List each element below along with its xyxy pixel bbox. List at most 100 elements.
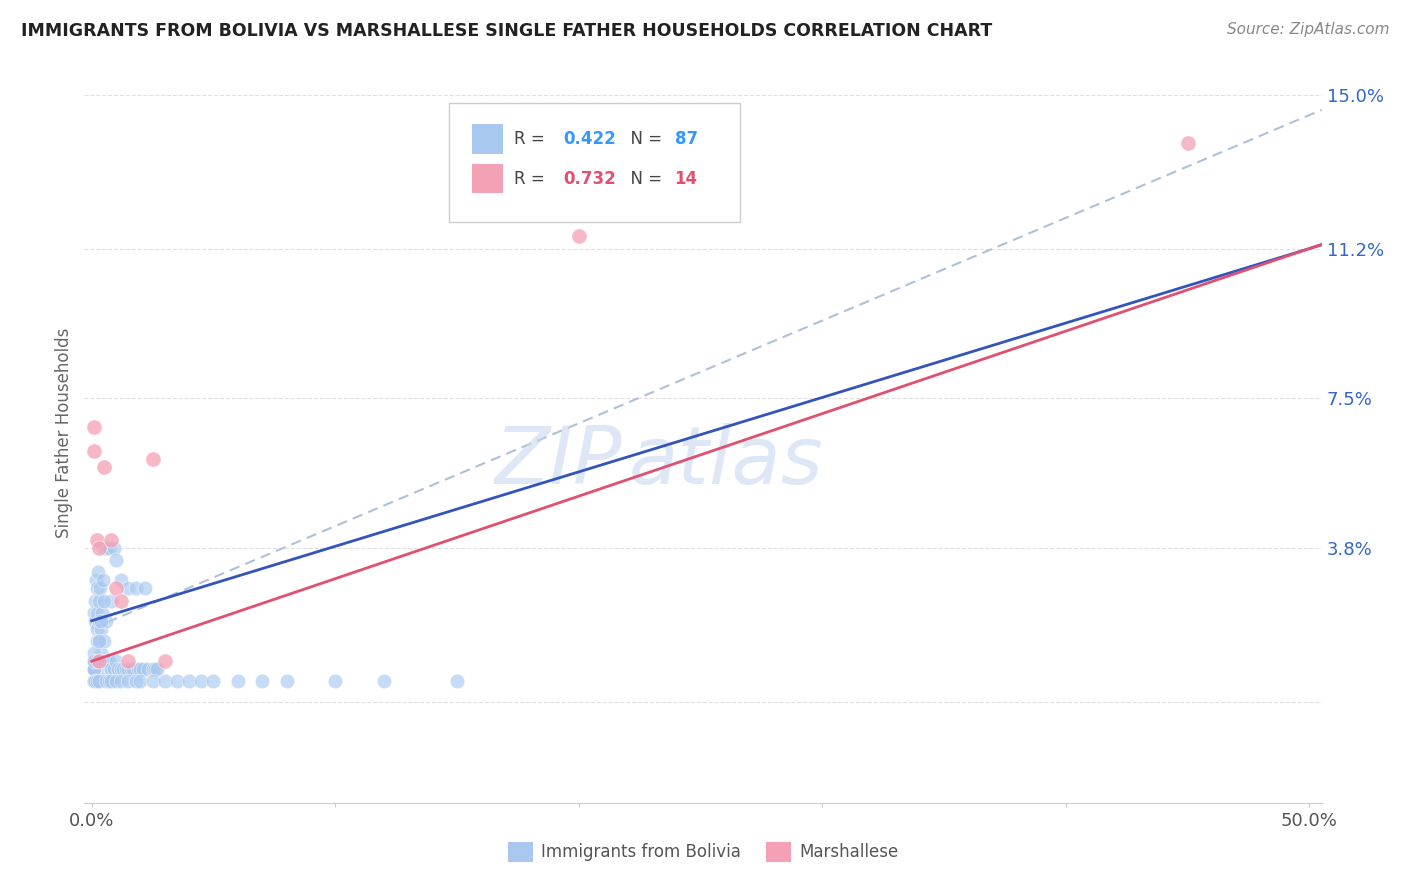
Text: IMMIGRANTS FROM BOLIVIA VS MARSHALLESE SINGLE FATHER HOUSEHOLDS CORRELATION CHAR: IMMIGRANTS FROM BOLIVIA VS MARSHALLESE S… [21, 22, 993, 40]
Point [87, 565, 110, 579]
Point [93, 460, 115, 475]
Point [83, 646, 105, 660]
Point [87, 541, 110, 555]
Point [97, 674, 120, 689]
Point [96, 674, 118, 689]
Point [87, 614, 110, 628]
Text: N =: N = [620, 169, 668, 187]
Point [105, 654, 128, 668]
Point [105, 582, 128, 596]
Text: 14: 14 [675, 169, 697, 187]
Text: R =: R = [513, 169, 550, 187]
Point [103, 662, 125, 676]
Point [84, 574, 107, 588]
Point [83, 674, 105, 689]
Point [83, 662, 105, 676]
Point [93, 634, 115, 648]
Point [89, 582, 111, 596]
Point [129, 662, 152, 676]
Point [110, 662, 132, 676]
Point [114, 662, 136, 676]
FancyBboxPatch shape [471, 124, 502, 153]
Legend: Immigrants from Bolivia, Marshallese: Immigrants from Bolivia, Marshallese [501, 835, 905, 869]
Point [122, 662, 145, 676]
Point [142, 451, 165, 466]
Point [93, 593, 115, 607]
Point [568, 229, 591, 244]
Point [93, 662, 115, 676]
Point [83, 662, 105, 676]
Point [105, 674, 128, 689]
Point [134, 582, 156, 596]
Point [226, 674, 249, 689]
Point [153, 674, 176, 689]
Text: N =: N = [620, 129, 668, 148]
Point [100, 674, 122, 689]
Point [90, 622, 112, 636]
Point [166, 674, 188, 689]
Point [83, 443, 105, 458]
Point [117, 662, 139, 676]
Point [83, 419, 105, 434]
Point [83, 593, 105, 607]
Point [1177, 136, 1199, 151]
FancyBboxPatch shape [471, 164, 502, 194]
Point [91, 574, 114, 588]
Point [117, 674, 139, 689]
Point [83, 654, 105, 668]
Point [90, 614, 112, 628]
Point [373, 674, 395, 689]
Point [83, 662, 105, 676]
Point [83, 606, 105, 620]
Text: 87: 87 [675, 129, 697, 148]
Point [96, 614, 118, 628]
Point [93, 541, 115, 555]
Point [129, 674, 152, 689]
Point [83, 654, 105, 668]
Point [97, 541, 120, 555]
Point [276, 674, 298, 689]
Point [86, 654, 108, 668]
Point [84, 674, 107, 689]
Point [105, 553, 128, 567]
Point [89, 634, 111, 648]
Point [117, 654, 139, 668]
Text: ZIP: ZIP [495, 423, 623, 501]
Point [97, 654, 120, 668]
Point [103, 541, 125, 555]
Point [87, 654, 110, 668]
Y-axis label: Single Father Households: Single Father Households [55, 327, 73, 538]
Point [86, 533, 108, 547]
Point [323, 674, 346, 689]
Text: 0.422: 0.422 [564, 129, 616, 148]
Point [446, 674, 468, 689]
Point [107, 662, 129, 676]
Point [142, 674, 165, 689]
Point [190, 674, 212, 689]
Point [83, 662, 105, 676]
Point [86, 582, 108, 596]
Point [127, 662, 149, 676]
Point [86, 606, 108, 620]
Point [146, 662, 169, 676]
Point [110, 574, 132, 588]
Point [83, 674, 105, 689]
Point [142, 662, 165, 676]
Point [124, 582, 146, 596]
Point [120, 662, 142, 676]
Point [250, 674, 273, 689]
Text: R =: R = [513, 129, 550, 148]
Point [143, 662, 166, 676]
Point [86, 634, 108, 648]
Point [110, 593, 132, 607]
Point [87, 674, 110, 689]
Text: atlas: atlas [628, 423, 824, 501]
Point [136, 662, 159, 676]
Point [117, 582, 139, 596]
Point [177, 674, 200, 689]
Point [86, 674, 108, 689]
Point [90, 606, 112, 620]
Point [100, 662, 122, 676]
Point [84, 614, 107, 628]
Point [100, 533, 122, 547]
